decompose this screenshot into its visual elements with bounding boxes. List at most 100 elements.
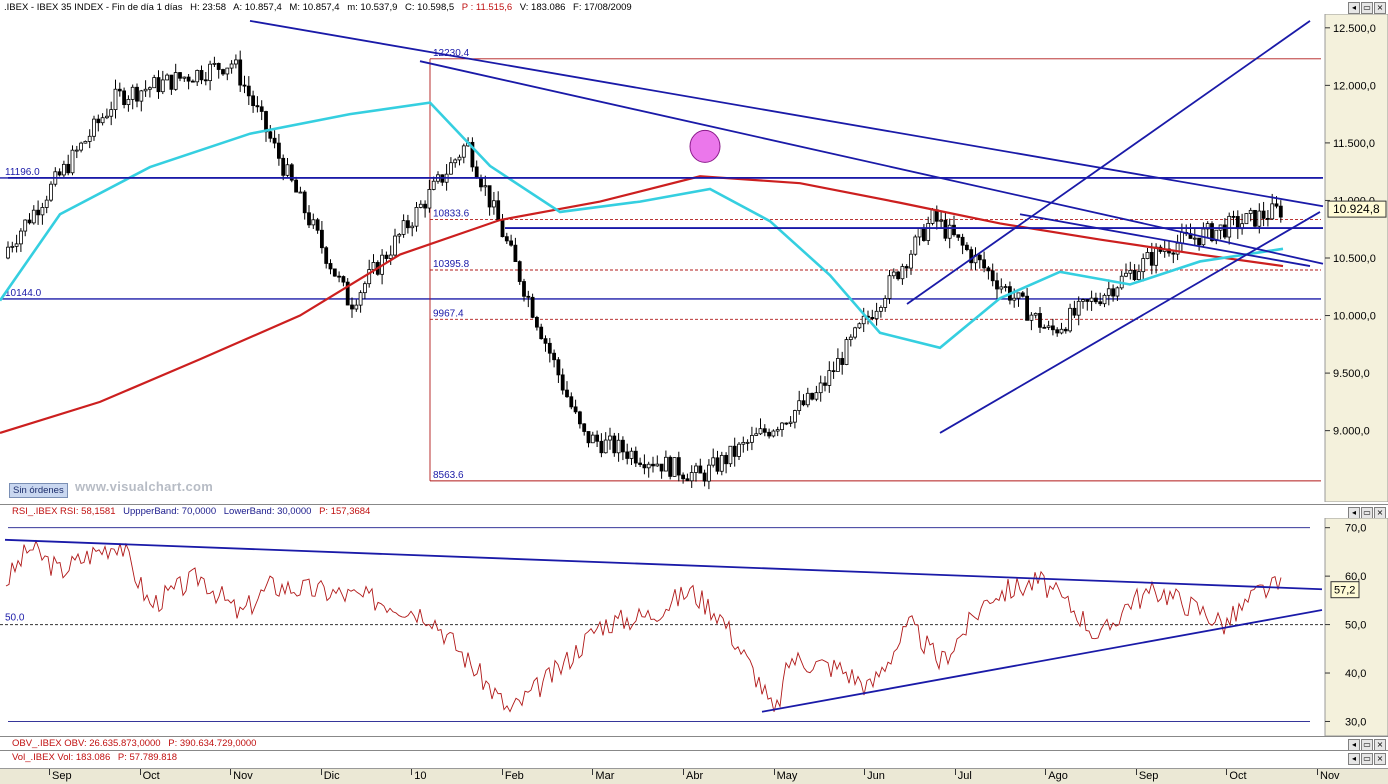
candle-body (578, 411, 582, 425)
trend-line (249, 20, 1324, 208)
candle-body (491, 200, 496, 208)
maximize-icon[interactable]: ▭ (1361, 753, 1373, 765)
rsi-pane[interactable]: RSI_.IBEX RSI: 58,1581 UppperBand: 70,00… (0, 504, 1388, 737)
minimize-icon[interactable]: ◂ (1348, 739, 1360, 751)
volume-label: V: 183.086 (519, 2, 566, 13)
trend-line (939, 211, 1321, 434)
close-icon[interactable]: × (1374, 2, 1386, 14)
rsi-mid-label: 50.0 (5, 613, 25, 624)
low-label: m: 10.537,9 (347, 2, 398, 13)
candle-body (122, 90, 126, 106)
candle-body (14, 243, 19, 247)
rsi-current-label: 57,2 (1334, 585, 1355, 597)
candle-body (556, 359, 561, 376)
candle-body (1076, 300, 1081, 316)
candle-body (1012, 297, 1017, 301)
candle-body (92, 118, 96, 137)
x-tick (49, 769, 50, 775)
candle-body (965, 244, 969, 251)
x-tick-label: Mar (595, 770, 615, 782)
candle-body (569, 396, 574, 408)
minimize-icon[interactable]: ◂ (1348, 2, 1360, 14)
candle-body (1081, 299, 1085, 302)
minimize-icon[interactable]: ◂ (1348, 753, 1360, 765)
candle-body (324, 247, 329, 264)
candle-body (711, 457, 716, 466)
rsi-upper-label: UppperBand: 70,0000 (123, 506, 217, 517)
date-label: F: 17/08/2009 (573, 2, 632, 13)
candle-body (573, 406, 578, 413)
candle-body (79, 142, 83, 151)
rsi-lower-label: LowerBand: 30,0000 (223, 506, 312, 517)
candle-body (135, 86, 139, 102)
candle-body (621, 439, 625, 453)
candle-body (272, 137, 277, 144)
candle-body (724, 454, 728, 465)
candle-body (848, 336, 853, 340)
price-window-buttons: ◂ ▭ × (1348, 2, 1386, 14)
price-pane[interactable]: .IBEX - IBEX 35 INDEX - Fin de día 1 día… (0, 0, 1388, 504)
y-tick-label: 12.000,0 (1333, 80, 1376, 92)
candle-body (87, 135, 92, 142)
candle-body (702, 472, 707, 482)
candle-body (805, 392, 810, 406)
close-icon[interactable]: × (1374, 507, 1386, 519)
candle-body (939, 219, 943, 222)
candle-body (1003, 286, 1008, 288)
candle-body (1085, 299, 1090, 302)
rsi-chart[interactable]: 50.0 70,0 60,0 50,0 40,0 30,0 57,2 (0, 518, 1388, 736)
highlight-circle (689, 129, 721, 163)
orders-button[interactable]: Sin órdenes (9, 483, 68, 498)
candle-body (44, 199, 49, 208)
candle-body (728, 445, 733, 465)
trend-line (419, 60, 1324, 265)
candle-body (1257, 210, 1262, 227)
candle-body (70, 149, 75, 174)
candle-body (526, 295, 531, 298)
candle-body (294, 179, 299, 193)
rsi-scale (1324, 518, 1388, 736)
price-chart[interactable]: 12230.4 11196.0 10833.6 10395.8 10144.0 9967.… (0, 14, 1388, 502)
candle-body (883, 298, 888, 308)
candle-body (203, 79, 208, 82)
candle-body (535, 316, 539, 328)
candle-body (156, 77, 161, 93)
candle-body (909, 253, 913, 269)
candle-body (977, 254, 982, 261)
candle-body (281, 157, 286, 176)
candle-body (225, 67, 230, 75)
candle-body (754, 433, 759, 436)
candle-body (1098, 301, 1103, 305)
candle-body (517, 261, 522, 282)
candle-body (530, 296, 535, 318)
candles (6, 50, 1283, 490)
symbol-label: .IBEX - IBEX 35 INDEX - Fin de día 1 día… (4, 2, 183, 13)
rsi-line (5, 539, 1282, 713)
obv-pane[interactable]: OBV_.IBEX OBV: 26.635.873,0000 P: 390.63… (0, 736, 1388, 751)
candle-body (685, 478, 690, 482)
maximize-icon[interactable]: ▭ (1361, 2, 1373, 14)
rsi-y-tick-label: 40,0 (1345, 668, 1366, 680)
x-tick (954, 769, 956, 775)
candle-body (311, 219, 316, 226)
x-tick (864, 769, 866, 775)
x-tick (1226, 769, 1228, 775)
candle-body (1094, 297, 1098, 303)
close-icon[interactable]: × (1374, 753, 1386, 765)
candle-body (1171, 252, 1176, 255)
candle-body (328, 263, 333, 270)
candle-body (10, 245, 15, 248)
x-tick (1135, 769, 1137, 775)
candle-body (775, 429, 780, 432)
candle-body (646, 463, 651, 469)
candle-body (216, 62, 221, 70)
candle-body (767, 431, 771, 437)
candle-body (242, 84, 247, 87)
obv-p-label: P: 390.634.729,0000 (168, 738, 257, 749)
candle-body (470, 141, 475, 168)
candle-body (603, 439, 608, 454)
x-tick-label: Dic (323, 770, 340, 782)
volume-pane[interactable]: Vol_.IBEX Vol: 183.086 P: 57.789.818 ◂ ▭… (0, 750, 1388, 769)
candle-body (664, 456, 668, 472)
candle-body (956, 234, 961, 238)
